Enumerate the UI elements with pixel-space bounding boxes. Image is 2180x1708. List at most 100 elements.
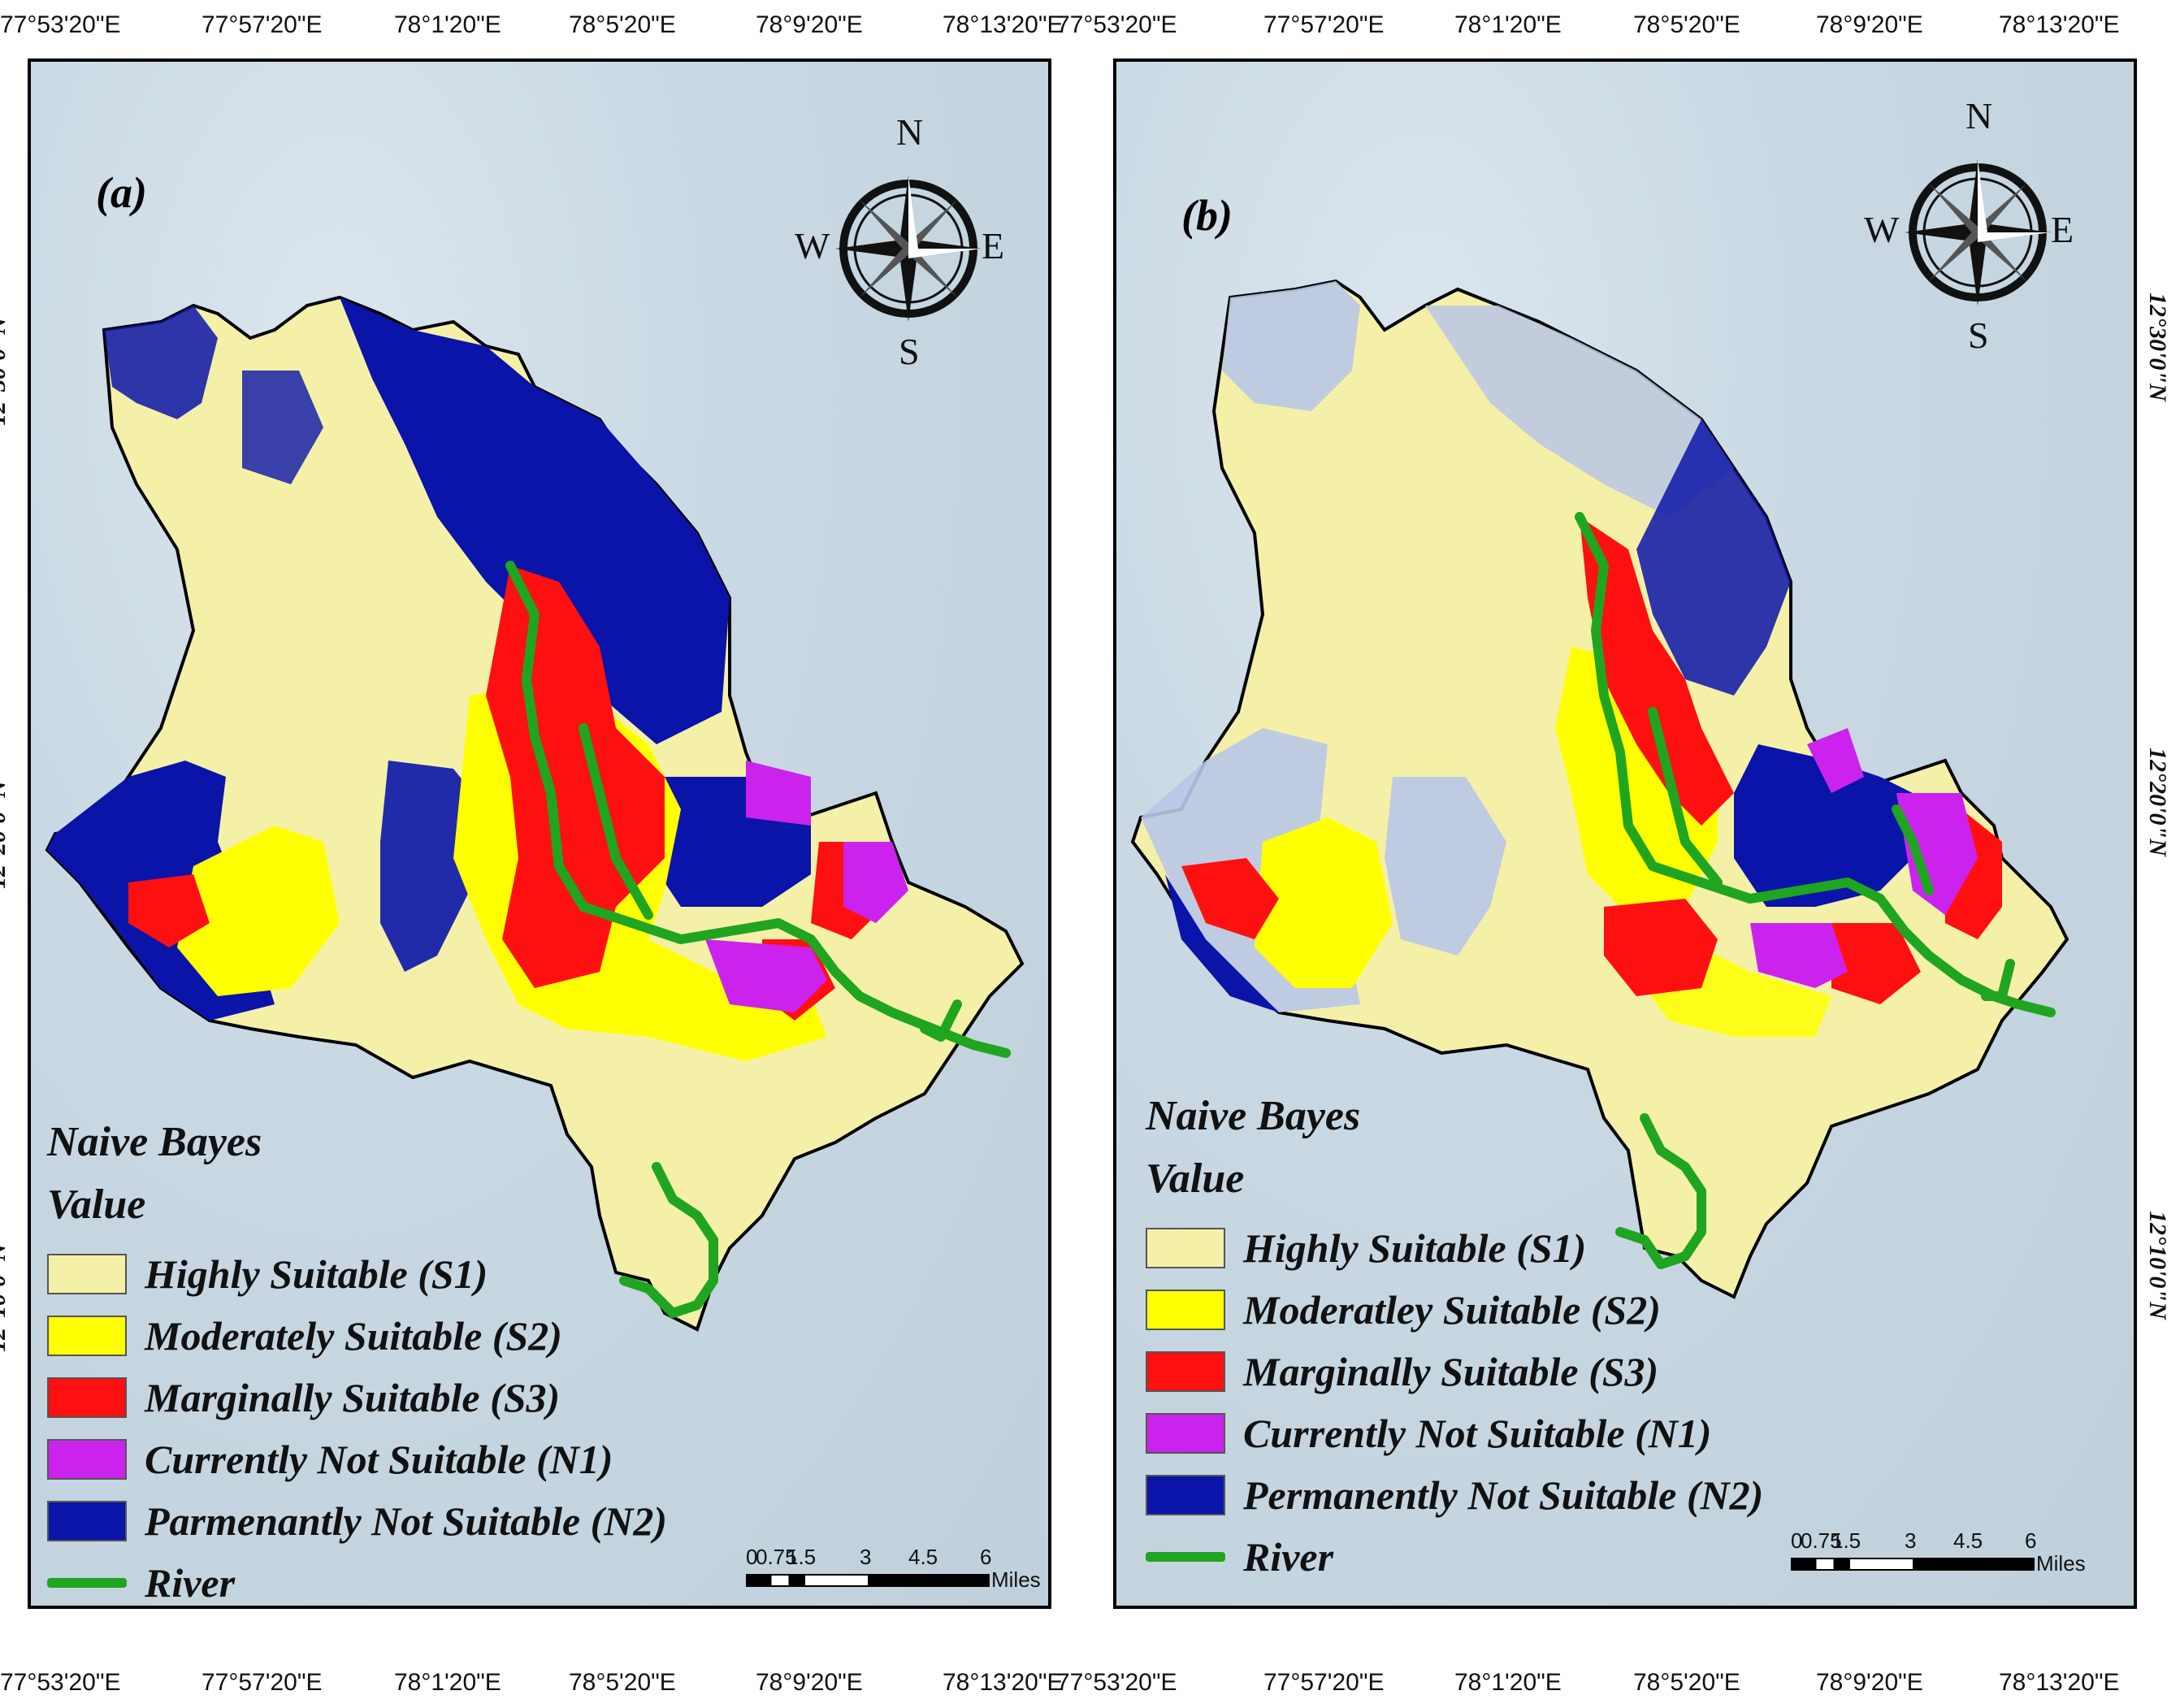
legend-a: Naive Bayes Value Highly Suitable (S1) M…	[47, 1118, 667, 1606]
legend-item-s1-a: Highly Suitable (S1)	[47, 1243, 667, 1305]
swatch-s2-a	[47, 1316, 127, 1356]
s3-region-b-2	[1181, 858, 1279, 939]
north-arrow-b: N W E S	[1864, 94, 2074, 356]
n2-region-a-1	[104, 306, 218, 419]
side-tick-a-0: 12°30'0"N	[0, 317, 11, 426]
legend-item-s1-b: Highly Suitable (S1)	[1146, 1217, 1763, 1279]
legend-label-s3-a: Marginally Suitable (S3)	[145, 1375, 561, 1420]
mixed-region-b-2	[1425, 306, 1734, 517]
top-tick-b-1: 77°57'20"E	[1263, 11, 1385, 38]
side-tick-a-2: 12°10'0"N	[0, 1243, 11, 1352]
s2-region-a-2	[177, 826, 340, 996]
compass-w-b: W	[1864, 209, 1900, 250]
scale-label-a-4: 4.5	[908, 1545, 938, 1569]
panel-label-b: (b)	[1181, 191, 1233, 240]
legend-b: Naive Bayes Value Highly Suitable (S1) M…	[1146, 1092, 1763, 1588]
legend-label-s3-b: Marginally Suitable (S3)	[1243, 1349, 1659, 1394]
top-tick-a-1: 77°57'20"E	[202, 11, 323, 38]
top-tick-b-0: 77°53'20"E	[1056, 11, 1177, 38]
scale-label-b-3: 3	[1905, 1528, 1917, 1553]
scale-label-a-3: 3	[860, 1545, 872, 1569]
compass-e-b: E	[2051, 209, 2074, 250]
legend-item-n1-a: Currently Not Suitable (N1)	[47, 1428, 667, 1490]
legend-item-s3-b: Marginally Suitable (S3)	[1146, 1341, 1763, 1402]
river-a	[505, 561, 1011, 1318]
legend-label-river-b: River	[1243, 1534, 1334, 1580]
legend-label-river-a: River	[145, 1560, 236, 1606]
n2-region-b-3	[1165, 874, 1279, 1012]
scale-label-a-2: 1.5	[787, 1545, 817, 1569]
top-tick-a-2: 78°1'20"E	[394, 11, 501, 38]
swatch-s3-b	[1146, 1351, 1225, 1392]
side-tick-b-2: 12°10'0"N	[2143, 1211, 2171, 1320]
swatch-s3-a	[47, 1377, 127, 1418]
legend-label-s2-b: Moderatley Suitable (S2)	[1243, 1287, 1661, 1333]
scale-bar-a: 0 0.75 1.5 3 4.5 6 Miles	[746, 1545, 1047, 1602]
swatch-s1-b	[1146, 1228, 1225, 1268]
legend-label-s1-b: Highly Suitable (S1)	[1243, 1225, 1587, 1271]
swatch-river-a	[47, 1578, 127, 1588]
scale-label-a-1: 0.75	[756, 1545, 797, 1569]
bottom-tick-b-3: 78°5'20"E	[1633, 1669, 1740, 1696]
top-tick-a-3: 78°5'20"E	[569, 11, 676, 38]
legend-item-s2-b: Moderatley Suitable (S2)	[1146, 1279, 1763, 1341]
scale-label-a-5: 6	[980, 1545, 992, 1569]
panel-label-a: (a)	[96, 168, 147, 217]
mixed-region-b-1	[1222, 281, 1360, 411]
legend-label-n1-b: Currently Not Suitable (N1)	[1243, 1411, 1712, 1456]
legend-subtitle-a: Value	[47, 1181, 146, 1228]
top-tick-a-5: 78°13'20"E	[943, 11, 1064, 38]
swatch-n1-b	[1146, 1413, 1225, 1454]
top-tick-b-5: 78°13'20"E	[1999, 11, 2120, 38]
s2-region-b-2	[1255, 817, 1393, 988]
suitability-map-a	[45, 295, 1025, 1332]
swatch-river-b	[1146, 1552, 1225, 1562]
compass-rose-icon-a	[835, 176, 982, 322]
top-tick-b-3: 78°5'20"E	[1633, 11, 1740, 38]
legend-item-s2-a: Moderately Suitable (S2)	[47, 1305, 667, 1367]
bottom-tick-a-4: 78°9'20"E	[756, 1669, 863, 1696]
bottom-tick-b-2: 78°1'20"E	[1454, 1669, 1562, 1696]
n1-region-b-3	[1807, 728, 1864, 793]
legend-label-n1-a: Currently Not Suitable (N1)	[145, 1437, 613, 1482]
compass-n-b: N	[1965, 95, 1993, 137]
scale-label-b-5: 6	[2025, 1528, 2037, 1553]
swatch-n2-a	[47, 1501, 127, 1541]
scale-bar-b: 0 0.75 1.5 3 4.5 6 Miles	[1791, 1528, 2100, 1585]
bottom-tick-b-1: 77°57'20"E	[1263, 1669, 1385, 1696]
swatch-n2-b	[1146, 1475, 1225, 1515]
bottom-tick-b-5: 78°13'20"E	[1999, 1669, 2120, 1696]
bottom-tick-b-0: 77°53'20"E	[1056, 1669, 1177, 1696]
scale-unit-a: Miles	[991, 1567, 1041, 1592]
legend-label-s1-a: Highly Suitable (S1)	[145, 1251, 488, 1297]
bottom-tick-a-5: 78°13'20"E	[943, 1669, 1064, 1696]
map-panel-a: (a) N W E S Naive Bayes Value Highly Sui…	[28, 59, 1051, 1609]
swatch-s2-b	[1146, 1290, 1225, 1330]
s3-region-b-5	[1831, 923, 1921, 1004]
legend-item-n2-b: Permanently Not Suitable (N2)	[1146, 1464, 1763, 1526]
bottom-tick-a-2: 78°1'20"E	[394, 1669, 501, 1696]
s3-region-b-1	[1580, 517, 1734, 826]
scale-label-b-4: 4.5	[1953, 1528, 1983, 1553]
n2-region-a-2	[340, 297, 730, 744]
legend-label-n2-b: Permanently Not Suitable (N2)	[1243, 1472, 1764, 1518]
swatch-n1-a	[47, 1439, 127, 1480]
n2-region-b-1	[1636, 419, 1791, 696]
compass-s-b: S	[1968, 314, 1989, 356]
legend-item-n1-b: Currently Not Suitable (N1)	[1146, 1402, 1763, 1464]
s3-region-b-3	[1604, 899, 1718, 996]
scale-label-a-0: 0	[746, 1545, 758, 1569]
n1-region-a-1	[705, 939, 827, 1012]
scale-unit-b: Miles	[2036, 1551, 2086, 1576]
n1-region-b-1	[1896, 793, 1978, 915]
legend-title-b: Naive Bayes	[1146, 1093, 1361, 1139]
north-arrow-a: N W E S	[795, 111, 1004, 372]
legend-subtitle-b: Value	[1146, 1155, 1245, 1202]
n1-region-b-2	[1750, 923, 1848, 988]
compass-w-a: W	[795, 225, 830, 267]
top-tick-a-4: 78°9'20"E	[756, 11, 863, 38]
legend-item-river-a: River	[47, 1552, 667, 1606]
compass-rose-icon-b	[1905, 159, 2051, 306]
top-tick-b-4: 78°9'20"E	[1816, 11, 1923, 38]
scale-label-b-2: 1.5	[1831, 1528, 1861, 1553]
